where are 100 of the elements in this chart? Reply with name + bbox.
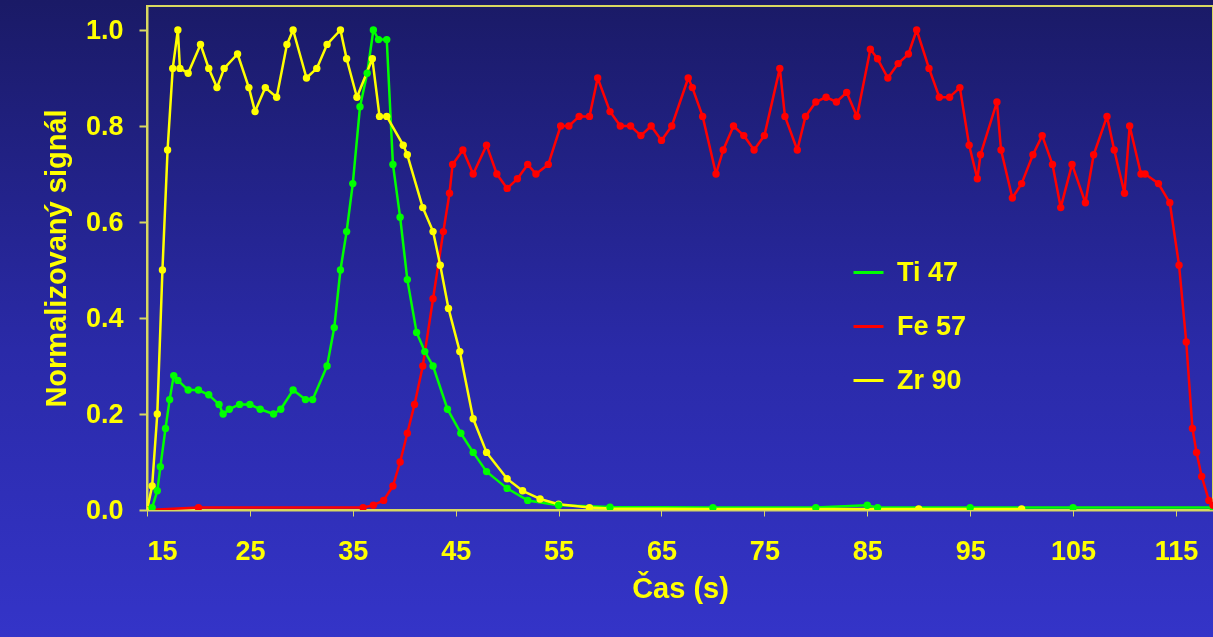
point [383,112,391,121]
x-tick-label: 115 [1154,535,1199,566]
legend-label: Ti 47 [897,256,959,287]
point [225,405,234,413]
y-tick-label: 0.6 [85,206,124,237]
x-tick-label: 65 [646,535,677,566]
point [389,160,397,169]
point [353,93,361,101]
y-tick-label: 0.0 [85,494,124,525]
point [308,395,317,404]
point [356,103,364,111]
point [323,40,331,49]
point [156,463,165,471]
point [176,64,184,73]
x-tick-label: 95 [955,535,986,566]
point [503,484,511,493]
point [148,503,156,510]
point [302,74,311,82]
point [301,395,310,404]
point [456,347,464,356]
x-tick-label: 35 [338,535,369,566]
x-tick-label: 75 [749,535,780,566]
point [585,503,594,510]
y-tick-label: 0.8 [85,110,124,141]
point [436,261,444,269]
x-tick-label: 55 [544,535,575,566]
point [1069,503,1077,510]
point [419,203,427,212]
y-tick-label: 1.0 [85,14,124,45]
point [251,107,259,116]
point [169,64,177,73]
point [205,391,213,399]
point [375,112,384,121]
x-tick-label: 85 [852,535,883,566]
point [289,26,297,34]
point [342,227,351,236]
point [323,362,331,370]
point [403,275,412,284]
y-axis-title: Normalizovaný signál [39,109,72,408]
point [196,40,205,49]
point [205,64,213,73]
point [256,405,264,413]
point [163,146,172,154]
point [863,501,871,509]
point [158,266,167,274]
point [269,410,278,418]
point [349,179,357,188]
point [165,395,174,404]
point [482,467,491,476]
point [194,386,203,394]
point [219,410,227,418]
point [161,424,170,433]
point [336,26,345,34]
point [277,405,285,413]
point [245,83,253,92]
point [443,405,452,413]
point [457,429,465,437]
legend-label: Zr 90 [897,364,962,395]
y-tick-label: 0.2 [85,398,124,429]
point [213,83,221,92]
point [374,35,383,44]
point [153,487,161,495]
point [444,304,453,313]
point [482,448,491,457]
point [524,496,532,505]
x-tick-label: 45 [441,535,472,566]
point [215,400,223,409]
x-tick-label: 15 [147,535,178,566]
point [261,83,270,92]
legend-label: Fe 57 [897,310,967,341]
x-axis-title: Čas (s) [632,570,729,604]
point [336,266,345,274]
point [174,26,182,34]
point [503,475,511,483]
point [170,371,178,380]
point [873,503,882,510]
point [220,64,228,73]
point [289,386,297,394]
point [429,362,437,370]
point [313,64,321,73]
point [966,503,974,510]
point [148,482,156,490]
x-tick-label: 25 [235,535,266,566]
point [469,448,477,457]
point [469,415,477,423]
point [403,151,412,159]
point [174,376,182,385]
point [421,347,429,356]
point [368,55,377,63]
point [396,213,404,221]
point [283,40,291,49]
point [235,400,244,409]
point [330,323,338,332]
point [518,487,527,495]
point [153,410,161,418]
point [184,69,192,77]
point [412,328,421,337]
point [272,93,281,101]
point [429,227,437,236]
point [184,386,192,394]
